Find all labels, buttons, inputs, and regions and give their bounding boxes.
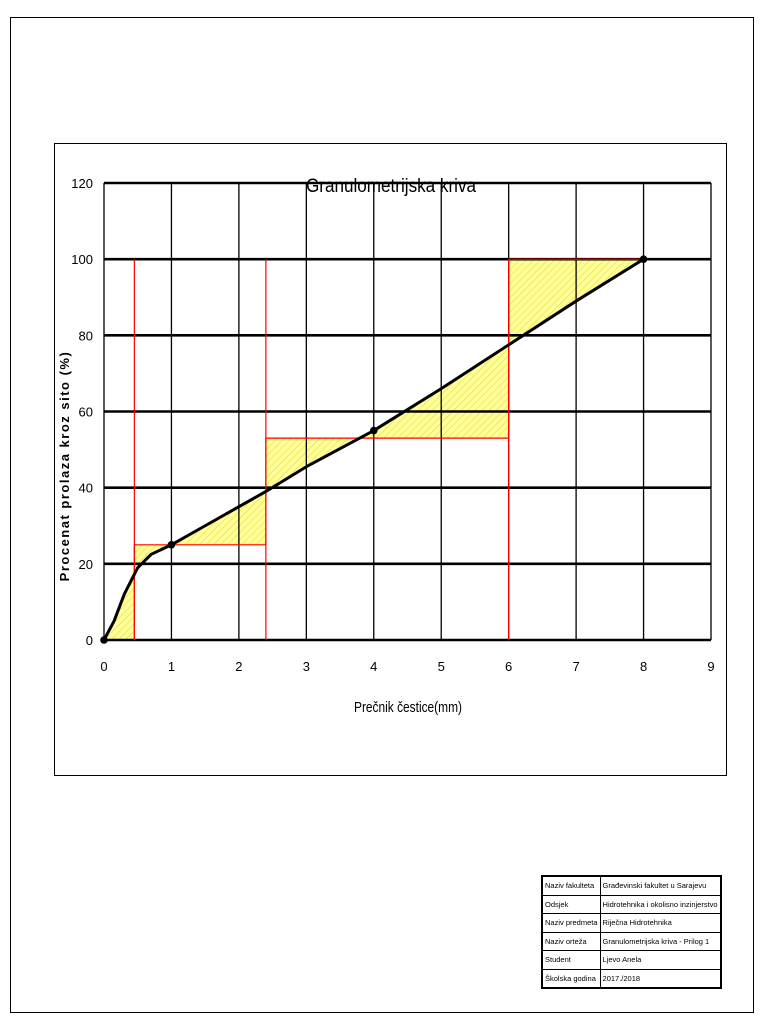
title-block-table: Naziv fakulteta Građevinski fakultet u S… bbox=[542, 876, 722, 988]
y-axis-label: Procenat prolaza kroz sito (%) bbox=[57, 351, 72, 582]
granulometric-chart: 0 1 2 3 4 5 6 7 8 9 0 20 40 60 80 100 120 Granulometrijsk… bbox=[57, 176, 715, 716]
data-point bbox=[639, 255, 648, 263]
hatched-region bbox=[265, 438, 355, 492]
x-tick-label: 6 bbox=[505, 659, 512, 674]
drawing-sheet-border bbox=[10, 17, 754, 1013]
title-block: Naziv fakulteta Građevinski fakultet u S… bbox=[541, 875, 722, 989]
title-block-row: Naziv fakulteta Građevinski fakultet u S… bbox=[542, 876, 722, 896]
faculty-value: Građevinski fakultet u Sarajevu bbox=[599, 876, 722, 896]
hatched-region bbox=[171, 491, 266, 545]
title-block-row: Školska godina 2017./2018 bbox=[542, 968, 722, 988]
chart-frame: 0 1 2 3 4 5 6 7 8 9 0 20 40 60 80 100 120 Granulometrijsk… bbox=[54, 143, 727, 776]
chart-title: Granulometrijska kriva bbox=[306, 176, 476, 197]
drawing-name-label: Naziv orteža bbox=[542, 931, 601, 951]
student-label: Student bbox=[542, 950, 601, 970]
x-tick-label: 9 bbox=[707, 659, 714, 674]
student-value: Ljevo Anela bbox=[599, 950, 722, 970]
x-tick-label: 4 bbox=[370, 659, 377, 674]
y-tick-label: 80 bbox=[79, 328, 93, 343]
x-tick-label: 7 bbox=[572, 659, 579, 674]
course-label: Naziv predmeta bbox=[542, 913, 601, 933]
data-point bbox=[167, 540, 176, 549]
department-value: Hidrotehnika i okolisno inzinjerstvo bbox=[599, 894, 722, 914]
x-axis-label: Prečnik čestice(mm) bbox=[354, 699, 462, 716]
school-year-value: 2017./2018 bbox=[599, 968, 722, 988]
hatched-region bbox=[354, 344, 509, 439]
y-tick-label: 100 bbox=[71, 252, 93, 267]
title-block-row: Odsjek Hidrotehnika i okolisno inzinjers… bbox=[542, 894, 722, 914]
faculty-label: Naziv fakulteta bbox=[542, 876, 601, 896]
y-tick-label: 120 bbox=[71, 176, 93, 191]
hatched-region bbox=[104, 565, 135, 640]
hatched-region bbox=[134, 544, 172, 568]
department-label: Odsjek bbox=[542, 894, 601, 914]
hatched-region bbox=[508, 259, 644, 345]
data-point bbox=[100, 636, 108, 644]
title-block-row: Naziv predmeta Riječna Hidrotehnika bbox=[542, 913, 722, 933]
y-tick-label: 40 bbox=[79, 481, 93, 496]
x-tick-label: 0 bbox=[100, 659, 107, 674]
data-point bbox=[369, 426, 378, 435]
school-year-label: Školska godina bbox=[542, 968, 601, 988]
y-tick-label: 20 bbox=[79, 557, 93, 572]
x-tick-label: 5 bbox=[438, 659, 445, 674]
x-tick-label: 1 bbox=[168, 659, 175, 674]
x-tick-label: 8 bbox=[640, 659, 647, 674]
step-line bbox=[133, 258, 644, 640]
title-block-row: Naziv orteža Granulometrijska kriva - Pr… bbox=[542, 931, 722, 951]
grain-size-curve bbox=[102, 257, 645, 641]
title-block-row: Student Ljevo Anela bbox=[542, 950, 722, 970]
x-tick-label: 2 bbox=[235, 659, 242, 674]
x-tick-label: 3 bbox=[303, 659, 310, 674]
drawing-name-value: Granulometrijska kriva - Prilog 1 bbox=[599, 931, 722, 951]
y-tick-label: 0 bbox=[86, 633, 93, 648]
y-tick-label: 60 bbox=[79, 405, 93, 420]
course-value: Riječna Hidrotehnika bbox=[599, 913, 722, 933]
